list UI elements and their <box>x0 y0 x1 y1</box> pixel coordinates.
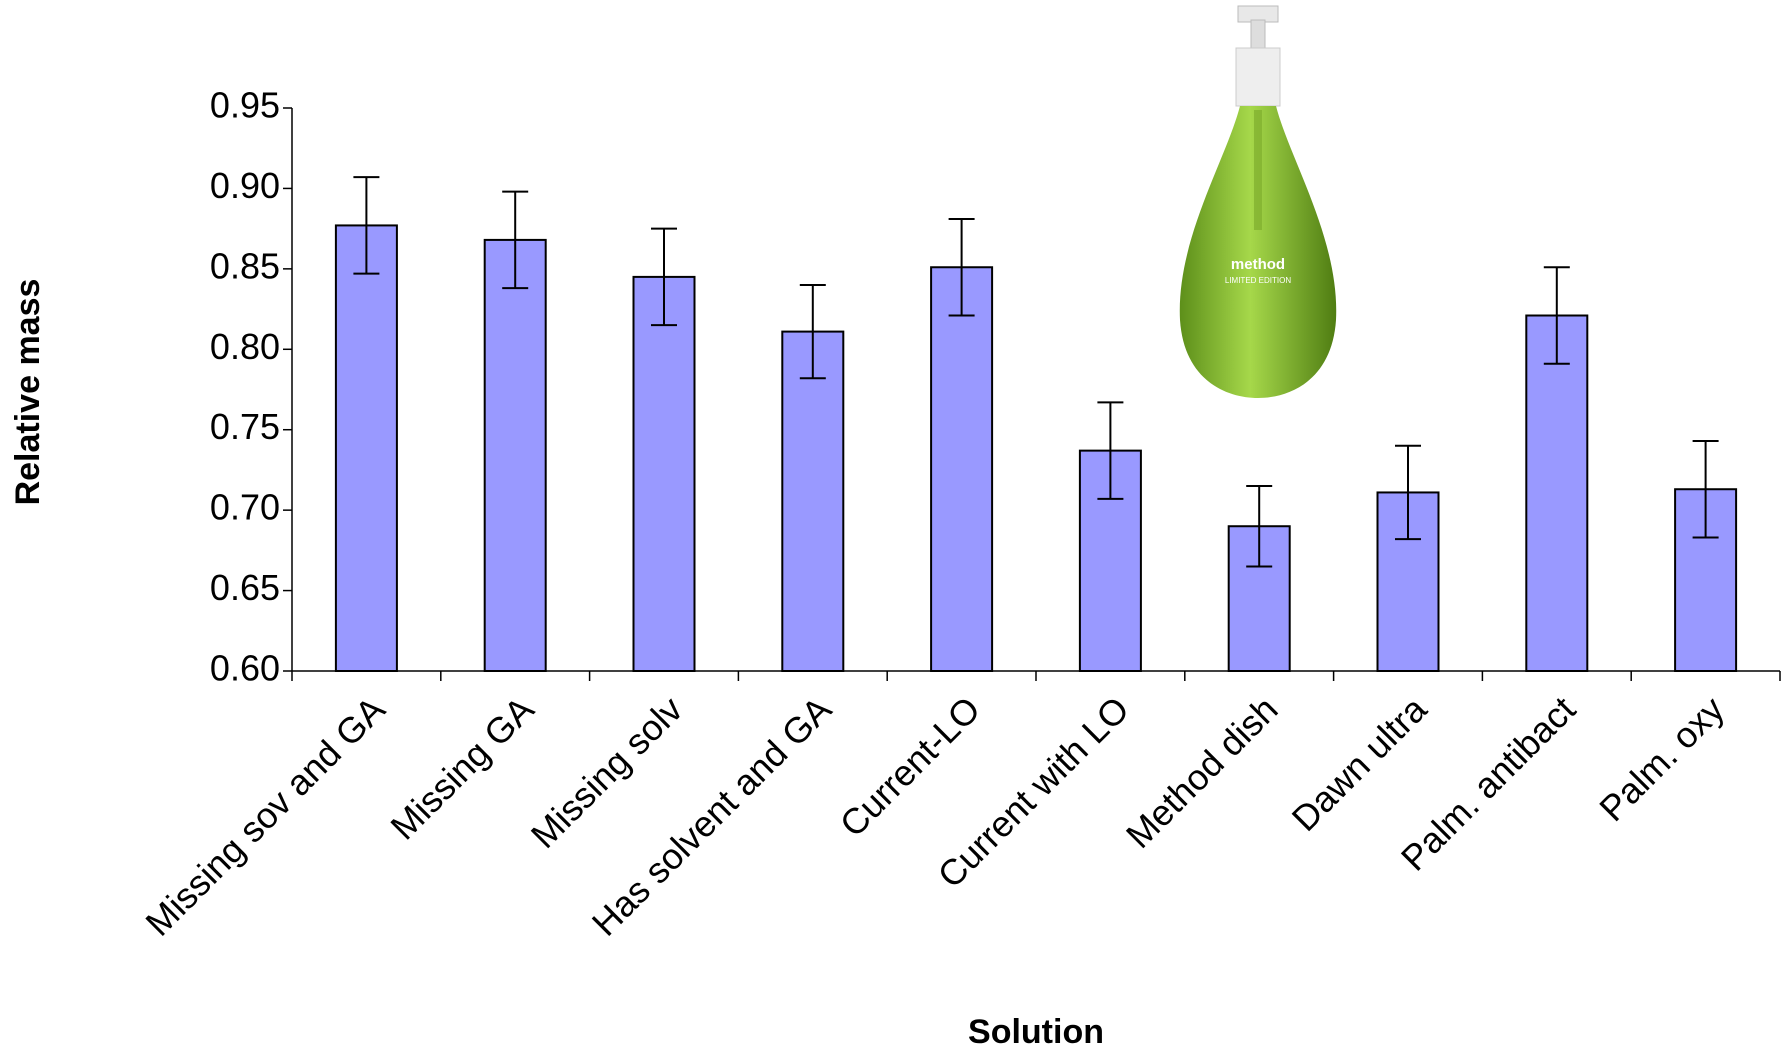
x-tick-label: Missing sov and GA <box>137 688 392 943</box>
bar <box>930 266 994 672</box>
y-tick-label: 0.80 <box>210 326 280 367</box>
y-tick-label: 0.60 <box>210 648 280 689</box>
error-bar <box>651 227 677 327</box>
image-text: LIMITED EDITION <box>1225 276 1291 285</box>
x-tick-label: Missing solv <box>523 688 691 856</box>
y-tick-label: 0.90 <box>210 165 280 206</box>
product-image: method LIMITED EDITION <box>1179 5 1337 398</box>
x-tick-label: Current-LO <box>832 688 988 844</box>
error-bar <box>1395 444 1421 541</box>
bar <box>1525 314 1589 672</box>
y-tick-label: 0.70 <box>210 487 280 528</box>
bar <box>781 330 845 672</box>
bar <box>334 224 398 672</box>
y-tick-label: 0.85 <box>210 245 280 286</box>
error-bar <box>948 217 975 317</box>
x-axis-title: Solution <box>968 1013 1104 1051</box>
y-axis-title: Relative mass <box>9 279 47 506</box>
error-bar <box>799 283 826 380</box>
error-bar <box>1543 266 1570 365</box>
error-bar <box>502 190 529 290</box>
x-tick-label: Method dish <box>1118 688 1286 856</box>
error-bar <box>1692 439 1719 539</box>
bar <box>632 275 696 672</box>
error-bar <box>353 176 380 275</box>
error-bar <box>1246 485 1273 568</box>
x-tick-label: Dawn ultra <box>1284 688 1435 839</box>
x-tick-label: Palm. oxy <box>1591 688 1732 829</box>
y-tick-label: 0.95 <box>210 85 280 126</box>
x-tick-label: Missing GA <box>382 688 541 847</box>
image-text: method <box>1231 256 1285 273</box>
bar <box>483 238 547 672</box>
y-tick-label: 0.75 <box>210 406 280 447</box>
y-tick-label: 0.65 <box>210 567 280 608</box>
error-bar <box>1097 401 1124 500</box>
